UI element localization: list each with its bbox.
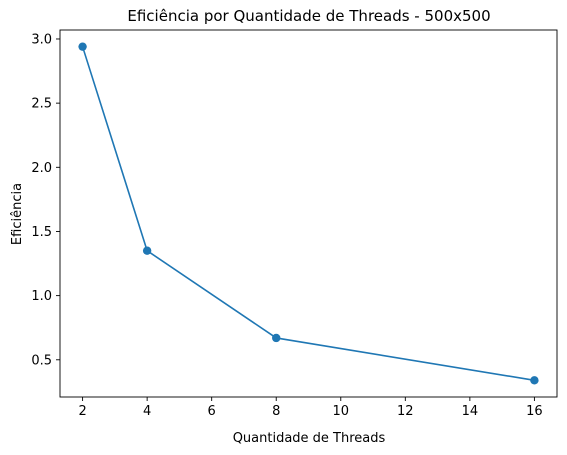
data-point — [78, 42, 87, 51]
series-line — [81, 46, 535, 382]
y-tick-label: 1.5 — [31, 225, 52, 240]
x-tick-label: 10 — [332, 404, 349, 419]
x-tick-label: 12 — [397, 404, 414, 419]
y-tick-label: 0.5 — [31, 353, 52, 368]
x-tick-label: 14 — [462, 404, 479, 419]
x-tick-label: 8 — [272, 404, 280, 419]
series-layer — [78, 42, 539, 385]
chart-title: Eficiência por Quantidade de Threads - 5… — [127, 7, 490, 25]
y-tick-label: 2.5 — [31, 97, 52, 112]
x-axis-label: Quantidade de Threads — [233, 431, 386, 446]
x-tick-label: 4 — [143, 404, 151, 419]
y-tick-label: 2.0 — [31, 161, 52, 176]
x-axis: 2 4 6 8 10 12 14 16 — [78, 397, 543, 419]
plot-frame — [59, 29, 558, 398]
x-tick-label: 2 — [78, 404, 86, 419]
data-point — [142, 246, 152, 255]
y-tick-label: 1.0 — [31, 289, 52, 304]
y-axis-label: Eficiência — [10, 183, 25, 245]
data-point — [272, 333, 281, 343]
x-tick-label: 6 — [208, 404, 216, 419]
data-point — [530, 376, 539, 385]
x-tick-label: 16 — [526, 404, 543, 419]
y-axis: 0.5 1.0 1.5 2.0 2.5 3.0 — [31, 32, 60, 368]
y-tick-label: 3.0 — [31, 32, 52, 47]
